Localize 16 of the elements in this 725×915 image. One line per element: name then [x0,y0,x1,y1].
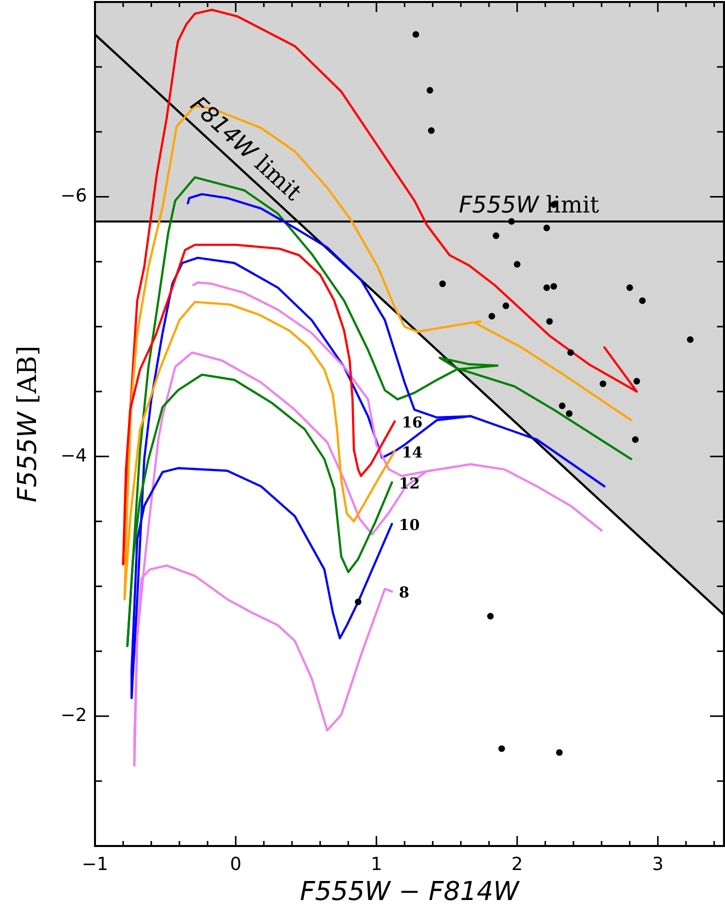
ref-line-label: F555W limit [458,192,600,218]
x-tick-label: 2 [511,854,523,875]
series-label: 14 [402,443,423,462]
series-label: 16 [402,413,423,432]
x-tick-label: 3 [652,854,664,875]
x-tick-label: 0 [230,854,242,875]
series-label: 8 [398,584,410,602]
x-tick-label: 1 [370,854,382,875]
x-axis-title: F555W − F814W [300,877,520,907]
series-label: 10 [398,516,420,534]
y-tick-label: −4 [60,445,87,466]
y-tick-label: −2 [60,705,87,726]
y-axis-title: F555W [AB] [13,346,43,502]
y-tick-label: −6 [60,186,87,207]
x-tick-label: −1 [82,854,108,875]
series-label: 12 [398,474,420,492]
